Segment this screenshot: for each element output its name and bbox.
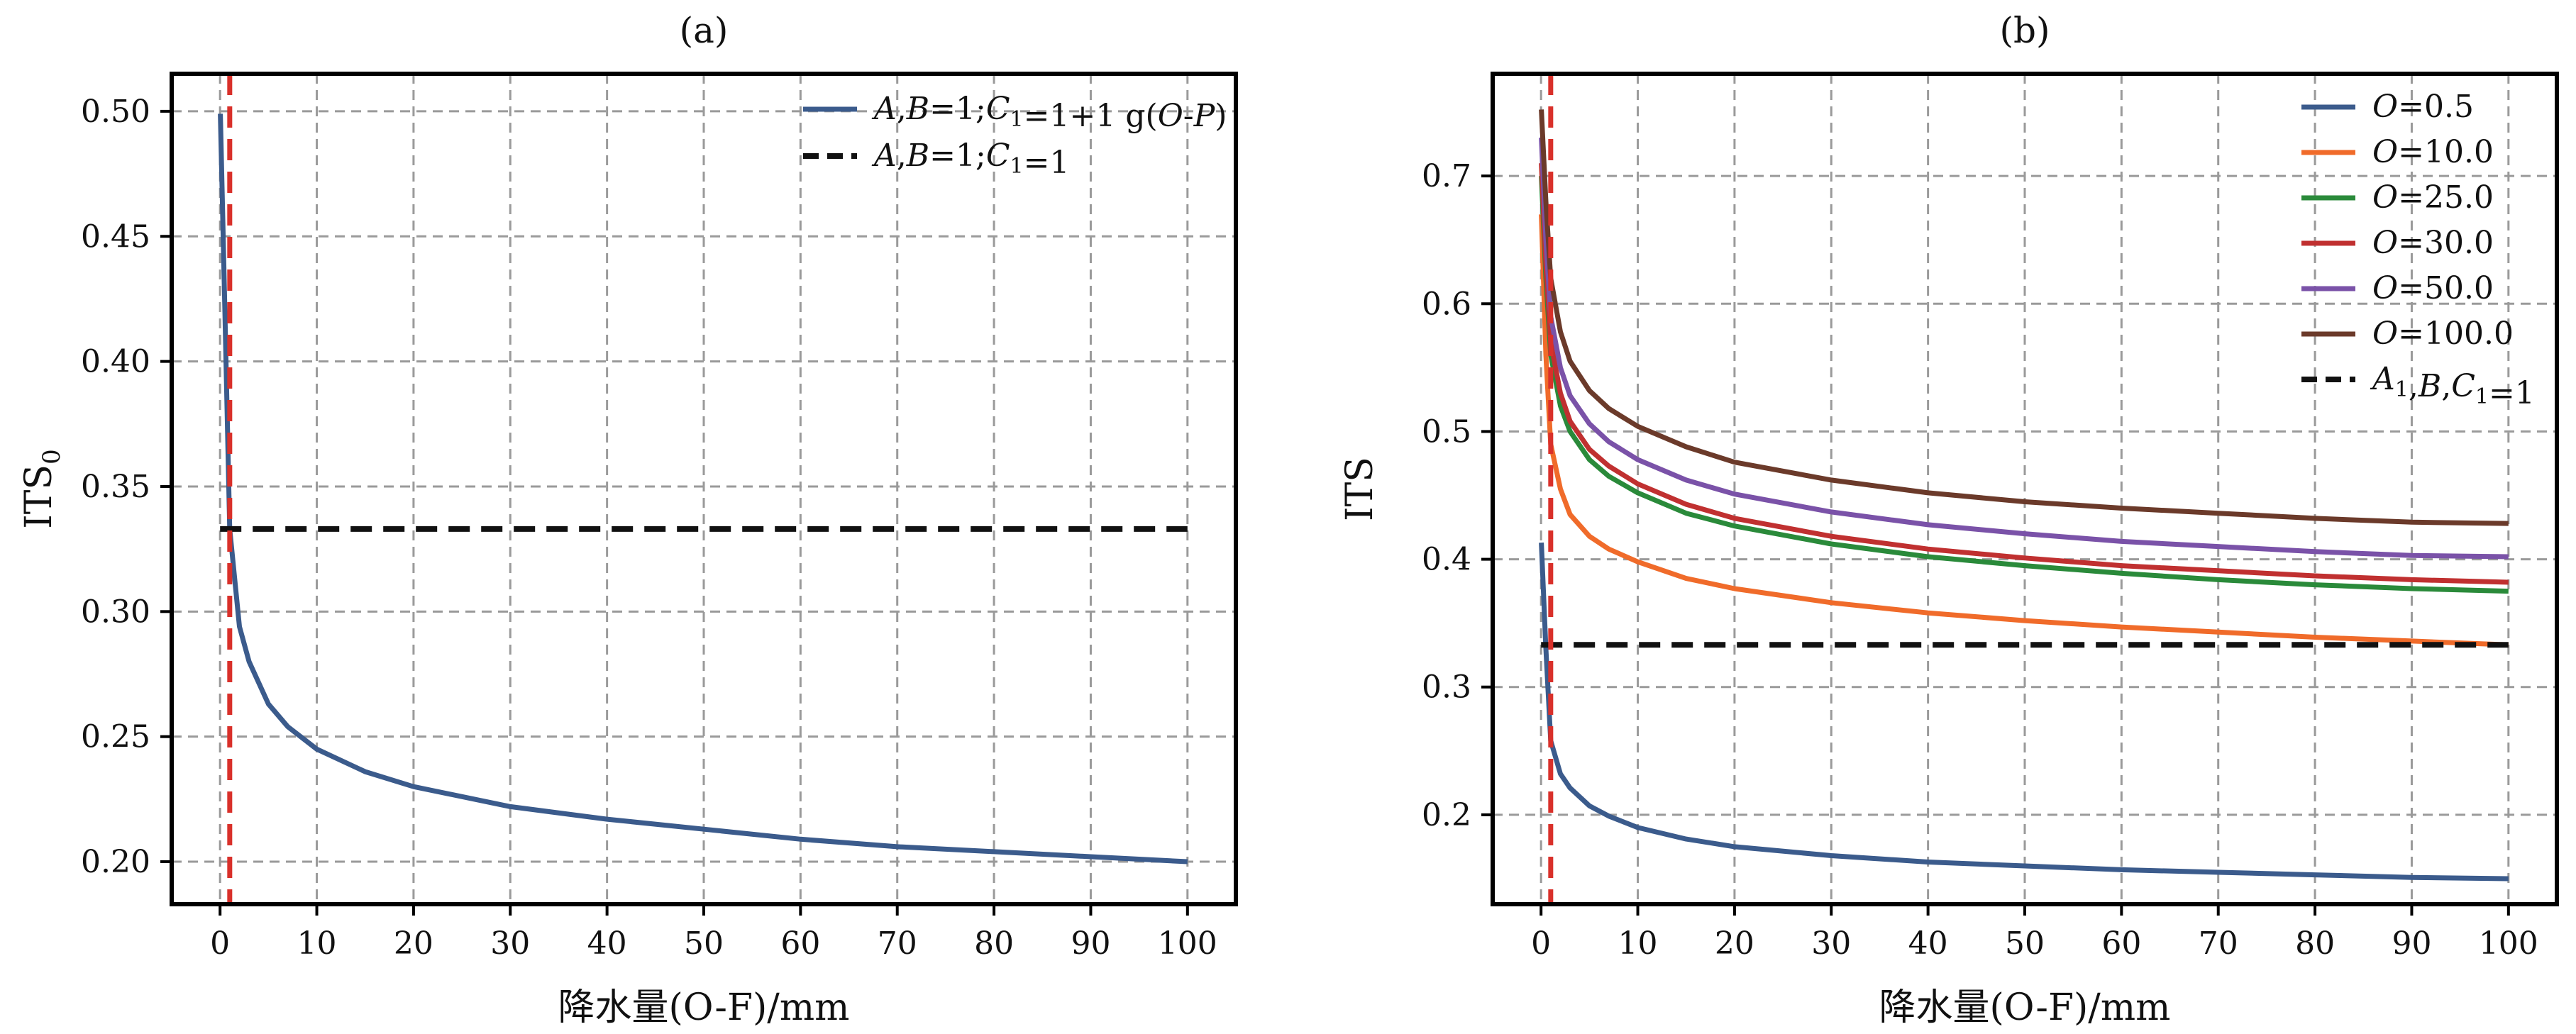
panel-label: (a)	[680, 10, 729, 51]
x-tick-label: 20	[1715, 925, 1754, 962]
x-tick-label: 10	[1618, 925, 1658, 962]
x-tick-label: 50	[684, 925, 724, 962]
chart-panel-a: 0 10 20 30 40 50 60 70 80 90 100 0.20 0.25 0.30 0.35 0.…	[18, 10, 1238, 1029]
x-tick-label: 90	[1071, 925, 1110, 962]
legend-label-1: O=10.0	[2372, 134, 2494, 170]
y-tick-label: 0.6	[1422, 286, 1471, 322]
y-tick-label: 0.45	[81, 218, 150, 255]
x-tick-label: 100	[2479, 925, 2538, 962]
legend: O=0.5 O=10.0 O=25.0 O=30.0 O=50.0 O=100.0 A1,B…	[2301, 89, 2535, 411]
x-tick-label: 70	[878, 925, 917, 962]
x-tick-label: 90	[2392, 925, 2431, 962]
x-tick-label: 80	[2295, 925, 2335, 962]
y-tick-label: 0.40	[81, 344, 150, 380]
panel-label: (b)	[1999, 10, 2050, 51]
series-line-3	[1539, 162, 2509, 585]
series-line-5	[1539, 109, 2509, 526]
x-tick-label: 0	[210, 925, 230, 962]
x-tick-label: 0	[1531, 925, 1551, 962]
chart-panel-b: 0 10 20 30 40 50 60 70 80 90 100 0.2 0.3 0.4 0.5 0.6 0.7…	[1339, 10, 2559, 1029]
series-line-4	[1539, 137, 2509, 560]
series-line-1	[1539, 214, 2509, 647]
x-tick-label: 60	[2101, 925, 2141, 962]
legend-label-1: A,B=1;C1=1	[871, 138, 1069, 181]
x-tick-label: 10	[297, 925, 337, 962]
legend-label-4: O=50.0	[2372, 270, 2494, 306]
legend-label-2: O=25.0	[2372, 179, 2494, 216]
legend-label-3: O=30.0	[2372, 225, 2494, 261]
legend-label-5: O=100.0	[2372, 316, 2514, 352]
legend-label-0: O=0.5	[2372, 89, 2474, 125]
y-tick-label: 0.4	[1422, 542, 1471, 578]
x-axis-label: 降水量(O-F)/mm	[1879, 986, 2171, 1029]
y-tick-label: 0.25	[81, 719, 150, 755]
x-tick-label: 40	[587, 925, 627, 962]
x-tick-label: 60	[780, 925, 820, 962]
y-tick-label: 0.2	[1422, 797, 1471, 833]
y-tick-label: 0.5	[1422, 413, 1471, 450]
x-tick-label: 30	[1811, 925, 1851, 962]
series-line-2	[1539, 175, 2509, 594]
x-tick-label: 50	[2005, 925, 2045, 962]
y-tick-label: 0.30	[81, 594, 150, 630]
y-tick-label: 0.35	[81, 469, 150, 505]
legend-label-0: A,B=1;C1=1+1 g(O-P)	[871, 91, 1227, 134]
legend: A,B=1;C1=1+1 g(O-P)A,B=1;C1=1	[803, 91, 1227, 181]
legend-label-6: A1,B,C1=1	[2370, 361, 2535, 411]
x-tick-label: 40	[1908, 925, 1948, 962]
y-tick-label: 0.50	[81, 94, 150, 130]
series-line-0	[1539, 543, 2509, 882]
series-line-0	[218, 113, 1188, 865]
x-tick-label: 70	[2199, 925, 2238, 962]
x-tick-label: 30	[490, 925, 530, 962]
y-axis-label: ITS0	[18, 449, 66, 529]
y-tick-label: 0.20	[81, 844, 150, 880]
x-tick-label: 100	[1158, 925, 1217, 962]
y-axis-label: ITS	[1339, 457, 1381, 521]
x-tick-label: 20	[394, 925, 433, 962]
x-tick-label: 80	[974, 925, 1014, 962]
y-tick-label: 0.7	[1422, 158, 1471, 194]
y-tick-label: 0.3	[1422, 669, 1471, 706]
x-axis-label: 降水量(O-F)/mm	[558, 986, 850, 1029]
